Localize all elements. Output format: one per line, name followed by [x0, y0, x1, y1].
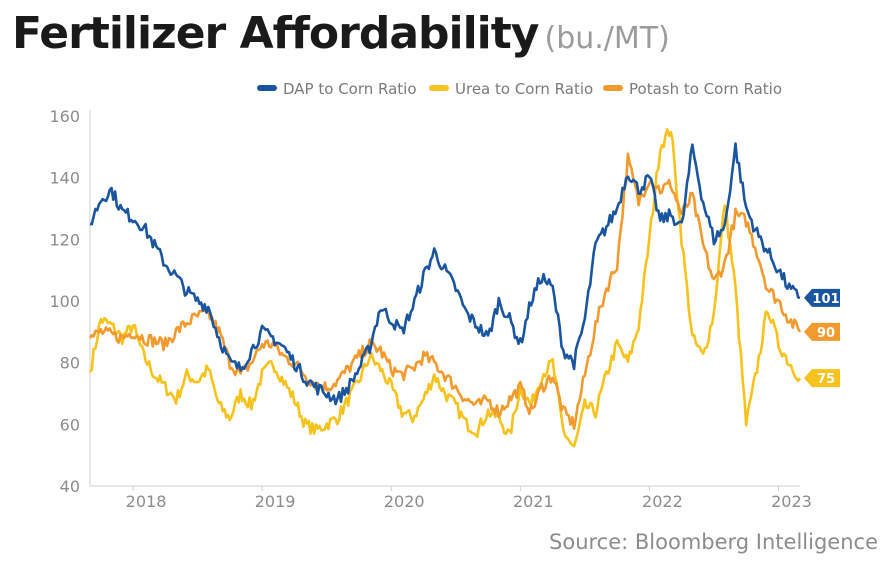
legend-label: Urea to Corn Ratio: [455, 80, 593, 98]
end-label-value: 75: [817, 372, 835, 387]
series-line-potash-to-corn-ratio: [88, 152, 802, 430]
y-tick-label: 80: [60, 354, 80, 373]
y-tick-label: 160: [49, 107, 80, 126]
chart-series: [88, 128, 802, 448]
legend-swatch: [257, 85, 277, 91]
end-label-value: 90: [817, 326, 835, 341]
chart-legend: DAP to Corn Ratio Urea to Corn Ratio Potas…: [257, 80, 782, 98]
chart-title: Fertilizer Affordability: [12, 8, 539, 59]
x-tick-label: 2018: [126, 492, 167, 511]
end-label-urea-to-corn-ratio: 75: [804, 369, 840, 388]
legend-swatch: [429, 85, 449, 91]
legend-label: Potash to Corn Ratio: [629, 80, 782, 98]
x-tick-label: 2023: [771, 492, 812, 511]
end-label-tag: [804, 322, 840, 341]
y-tick-label: 60: [60, 415, 80, 434]
series-end-labels: 101 75 90: [804, 288, 840, 388]
series-line-dap-to-corn-ratio: [89, 142, 801, 406]
chart-title-row: Fertilizer Affordability (bu./MT): [12, 8, 670, 59]
legend-swatch: [603, 85, 623, 91]
end-label-potash-to-corn-ratio: 90: [804, 322, 840, 341]
x-tick-label: 2019: [255, 492, 296, 511]
end-label-dap-to-corn-ratio: 101: [804, 288, 840, 307]
end-label-value: 101: [812, 292, 839, 307]
y-tick-label: 40: [60, 477, 80, 496]
legend-label: DAP to Corn Ratio: [283, 80, 417, 98]
source-note: Source: Bloomberg Intelligence: [549, 530, 878, 554]
x-tick-label: 2022: [642, 492, 683, 511]
y-tick-label: 140: [49, 169, 80, 188]
x-tick-label: 2020: [384, 492, 425, 511]
x-tick-label: 2021: [513, 492, 554, 511]
end-label-tag: [804, 369, 840, 388]
series-line-urea-to-corn-ratio: [88, 128, 802, 448]
chart-subtitle: (bu./MT): [544, 21, 670, 56]
y-tick-label: 120: [49, 230, 80, 249]
y-tick-label: 100: [49, 292, 80, 311]
end-label-tag: [804, 288, 840, 307]
chart-axes: 40 60 80 100 120 140 160 2018 2019 2020 2021 2022 20…: [49, 107, 811, 511]
